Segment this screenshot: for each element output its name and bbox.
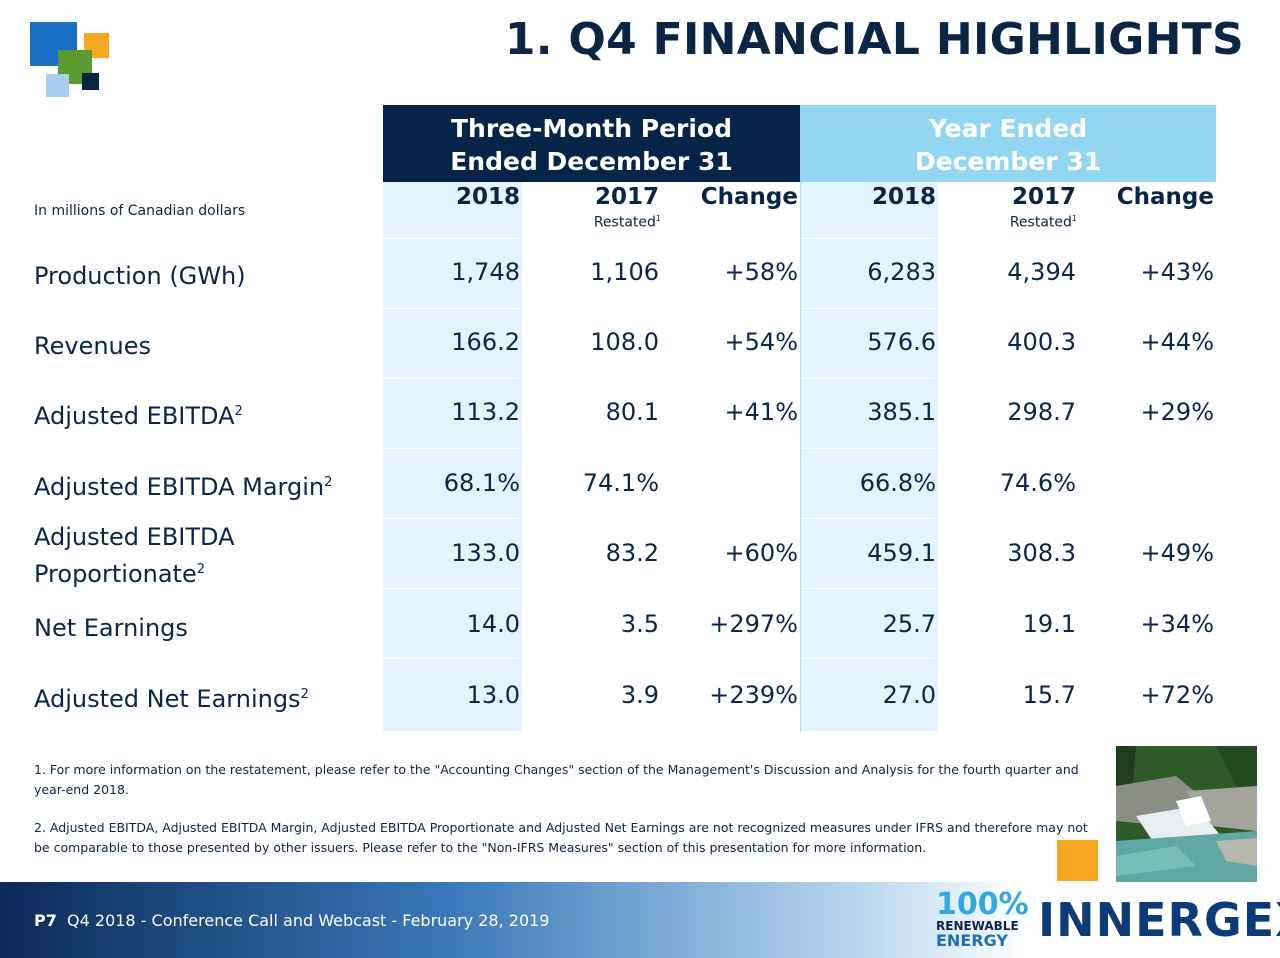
units-label: In millions of Canadian dollars bbox=[34, 203, 246, 219]
table-cell: +34% bbox=[1140, 610, 1214, 638]
restated-note-y: Restated1 bbox=[1009, 214, 1077, 231]
renewable-badge: 100% RENEWABLE ENERGY bbox=[936, 887, 1029, 950]
table-cell: 80.1 bbox=[605, 398, 659, 426]
table-cell: +44% bbox=[1140, 328, 1214, 356]
table-cell: +58% bbox=[724, 258, 798, 286]
table-cell: 15.7 bbox=[1022, 681, 1076, 709]
table-cell: +41% bbox=[724, 398, 798, 426]
col-header-y-change: Change bbox=[1116, 184, 1214, 210]
period-divider bbox=[800, 182, 801, 732]
table-cell: 166.2 bbox=[451, 328, 520, 356]
year-header: Year Ended December 31 bbox=[800, 105, 1216, 182]
table-cell: 308.3 bbox=[1007, 539, 1076, 567]
table-cell: 108.0 bbox=[590, 328, 659, 356]
table-cell: 83.2 bbox=[605, 539, 659, 567]
table-cell: 459.1 bbox=[867, 539, 936, 567]
col-header-y-2018: 2018 bbox=[871, 184, 936, 210]
year-header-line2: December 31 bbox=[914, 147, 1102, 176]
table-cell: 25.7 bbox=[882, 610, 936, 638]
waterfall-photo bbox=[1116, 746, 1257, 882]
table-cell: 14.0 bbox=[466, 610, 520, 638]
footer-bar bbox=[0, 882, 1280, 958]
restated-note-q: Restated1 bbox=[593, 214, 661, 231]
table-cell: +60% bbox=[724, 539, 798, 567]
row-label: Adjusted Net Earnings2 bbox=[34, 685, 309, 713]
table-cell: +43% bbox=[1140, 258, 1214, 286]
table-cell: +29% bbox=[1140, 398, 1214, 426]
table-cell: 385.1 bbox=[867, 398, 936, 426]
table-cell: 13.0 bbox=[466, 681, 520, 709]
table-cell: 19.1 bbox=[1022, 610, 1076, 638]
table-cell: 1,748 bbox=[451, 258, 520, 286]
table-cell: 133.0 bbox=[451, 539, 520, 567]
col-header-q-change: Change bbox=[700, 184, 798, 210]
table-cell: 27.0 bbox=[882, 681, 936, 709]
page-title: 1. Q4 FINANCIAL HIGHLIGHTS bbox=[504, 14, 1244, 65]
table-cell: 66.8% bbox=[859, 469, 936, 497]
table-cell: +239% bbox=[709, 681, 798, 709]
row-label: Revenues bbox=[34, 332, 152, 360]
table-cell: +72% bbox=[1140, 681, 1214, 709]
footnote-1: 1. For more information on the restateme… bbox=[34, 762, 1079, 797]
col-header-q-2017: 2017 bbox=[594, 184, 659, 210]
table-cell: 68.1% bbox=[443, 469, 520, 497]
table-cell: 3.9 bbox=[620, 681, 659, 709]
table-cell: +49% bbox=[1140, 539, 1214, 567]
row-label: Production (GWh) bbox=[34, 262, 246, 290]
table-cell: 298.7 bbox=[1007, 398, 1076, 426]
col-header-y-2017: 2017 bbox=[1011, 184, 1076, 210]
three-month-header-line1: Three-Month Period bbox=[450, 114, 733, 143]
table-cell: +54% bbox=[724, 328, 798, 356]
row-label: Net Earnings bbox=[34, 614, 188, 642]
row-label: Adjusted EBITDA2 bbox=[34, 402, 243, 430]
logo-square-lightblue bbox=[46, 74, 69, 97]
table-cell: 74.6% bbox=[999, 469, 1076, 497]
footnote-2: 2. Adjusted EBITDA, Adjusted EBITDA Marg… bbox=[34, 820, 1088, 855]
shade-col-three-month-2018 bbox=[383, 182, 522, 731]
table-cell: 1,106 bbox=[590, 258, 659, 286]
three-month-header-line2: Ended December 31 bbox=[450, 147, 733, 176]
logo-square-navy bbox=[82, 73, 99, 90]
page-number: P7 bbox=[34, 911, 57, 930]
three-month-header: Three-Month Period Ended December 31 bbox=[383, 105, 800, 182]
footer-text: Q4 2018 - Conference Call and Webcast - … bbox=[67, 911, 550, 930]
table-cell: 6,283 bbox=[867, 258, 936, 286]
year-header-line1: Year Ended bbox=[928, 114, 1088, 143]
row-label: Proportionate2 bbox=[34, 560, 205, 588]
table-cell: 400.3 bbox=[1007, 328, 1076, 356]
table-cell: 74.1% bbox=[582, 469, 659, 497]
row-label: Adjusted EBITDA Margin2 bbox=[34, 473, 333, 501]
table-cell: +297% bbox=[709, 610, 798, 638]
table-cell: 4,394 bbox=[1007, 258, 1076, 286]
table-cell: 576.6 bbox=[867, 328, 936, 356]
accent-square bbox=[1057, 840, 1098, 881]
table-cell: 113.2 bbox=[451, 398, 520, 426]
row-label-line1: Adjusted EBITDA bbox=[34, 523, 235, 551]
shade-col-year-2018 bbox=[800, 182, 938, 731]
table-cell: 3.5 bbox=[620, 610, 659, 638]
footer-caption: P7 Q4 2018 - Conference Call and Webcast… bbox=[34, 911, 549, 930]
col-header-q-2018: 2018 bbox=[455, 184, 520, 210]
brand-logo: INNERGEX bbox=[1038, 893, 1280, 947]
